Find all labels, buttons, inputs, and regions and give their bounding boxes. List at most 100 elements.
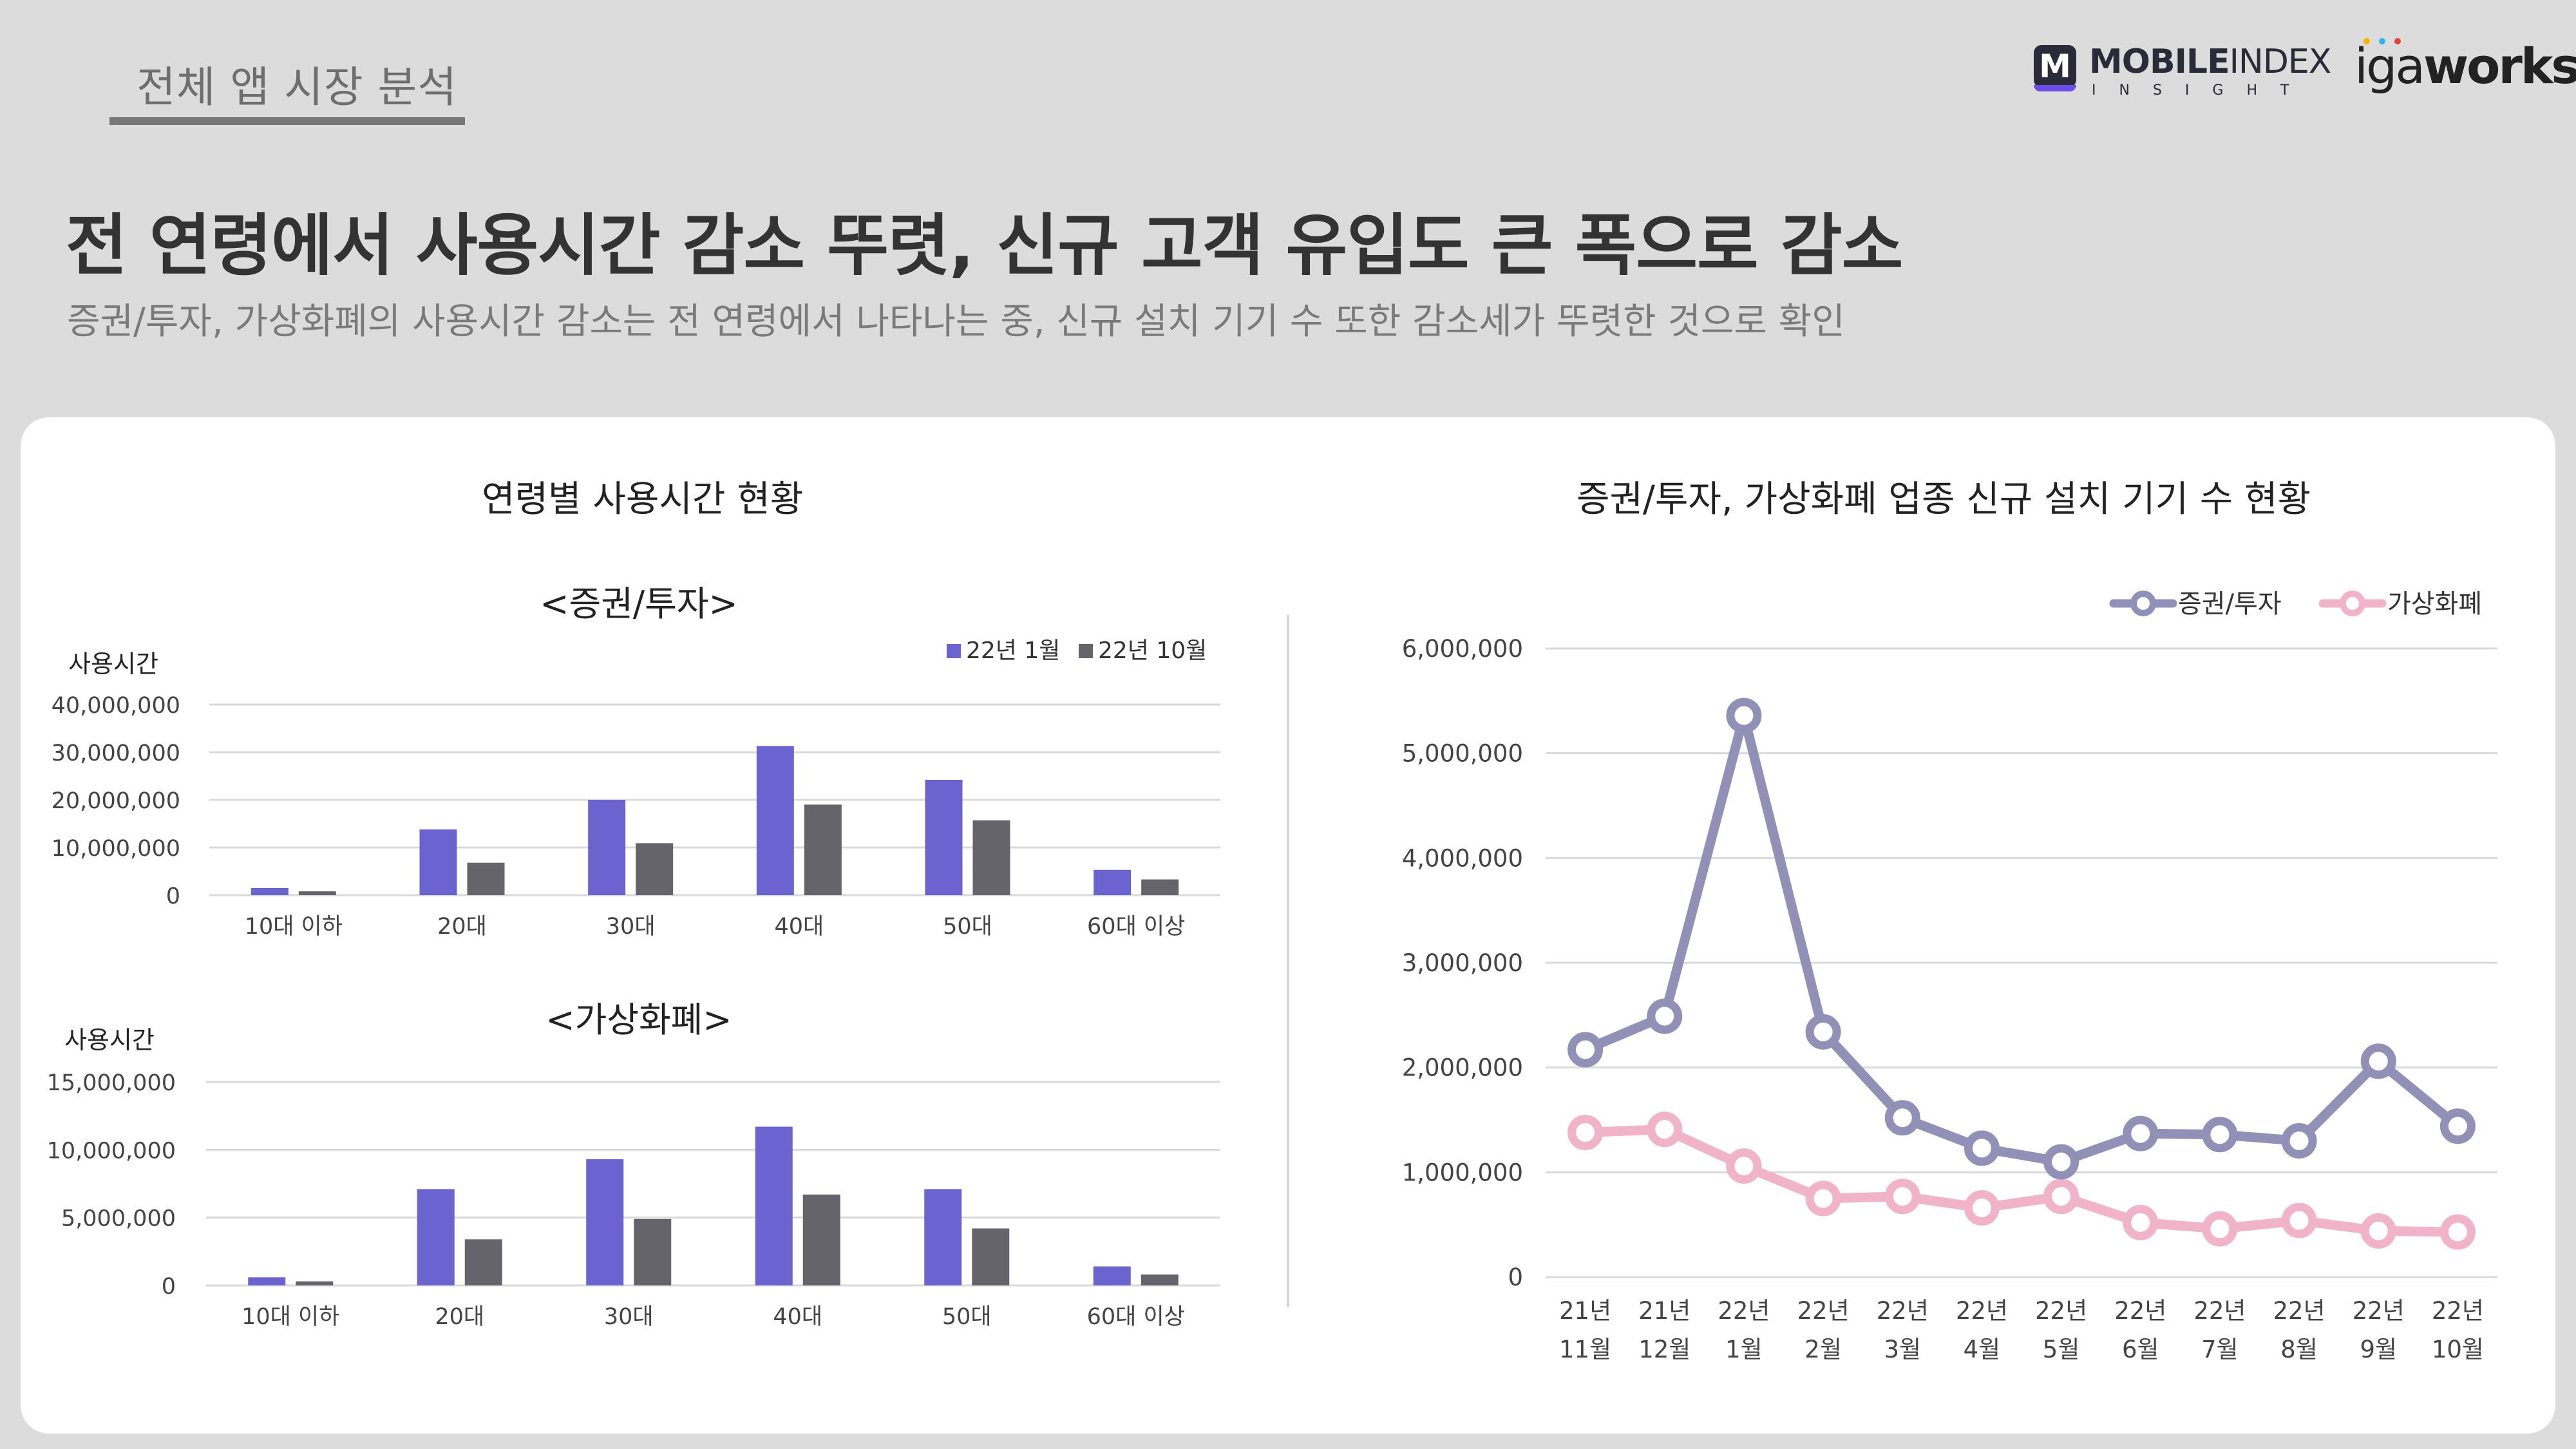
bar-chart-1-xtick-label: 30대	[606, 914, 656, 940]
line-chart-point	[1805, 1180, 1841, 1217]
line-chart-point	[2202, 1211, 2238, 1247]
line-chart-legend-label: 증권/투자	[2178, 589, 2282, 619]
line-chart-point	[1805, 1014, 1841, 1050]
line-chart-xtick-label-line2: 10월	[2432, 1336, 2484, 1363]
line-chart-xtick-label-line1: 22년	[1718, 1297, 1770, 1325]
line-chart-point	[2360, 1213, 2396, 1249]
line-chart-ytick-label: 3,000,000	[1402, 949, 1523, 977]
line-chart-series-line	[1583, 710, 2461, 1167]
line-chart-xtick-label-line1: 22년	[2273, 1297, 2325, 1325]
line-chart-legend-marker	[2340, 591, 2365, 616]
line-chart-xtick-label-line2: 6월	[2122, 1336, 2159, 1363]
bar-chart-1-legend-swatch	[947, 644, 961, 658]
bar-chart-1-xtick-label: 40대	[774, 914, 824, 940]
bar-chart-1-legend-swatch	[1079, 644, 1093, 658]
bar-chart-1-bar	[298, 891, 336, 895]
line-chart-point	[1964, 1190, 2000, 1226]
bar-chart-2-bar	[924, 1189, 962, 1285]
bar-chart-2-ytick-label: 15,000,000	[47, 1070, 176, 1096]
bar-chart-2-bar	[417, 1189, 455, 1285]
bar-chart-2-bar	[802, 1194, 840, 1285]
left-panel-title: 연령별 사용시간 현황	[482, 478, 804, 520]
bar-chart-2-bar	[586, 1159, 624, 1285]
page-subtitle: 증권/투자, 가상화폐의 사용시간 감소는 전 연령에서 나타나는 중, 신규 …	[67, 301, 1845, 343]
line-chart-ytick-label: 2,000,000	[1402, 1054, 1523, 1082]
line-chart-xtick-label-line1: 22년	[2114, 1297, 2166, 1325]
line-chart-xtick-label-line2: 8월	[2280, 1336, 2318, 1363]
line-chart-xtick-label-line2: 7월	[2201, 1336, 2239, 1363]
bar-chart-2-ytick-label: 5,000,000	[61, 1206, 176, 1232]
bar-chart-1-bar	[1141, 879, 1179, 895]
bar-chart-1-bar	[467, 862, 505, 895]
bar-chart-2-bar	[464, 1239, 502, 1285]
bar-chart-1-bar	[972, 820, 1010, 895]
bar-chart-2-bar	[634, 1218, 672, 1285]
bar-chart-2-xtick-label: 30대	[604, 1304, 654, 1330]
line-chart-xtick-label-line2: 3월	[1884, 1336, 1921, 1363]
bar-chart-2-ylabel: 사용시간	[64, 1026, 155, 1054]
line-chart-legend-label: 가상화폐	[2387, 589, 2482, 619]
line-chart-point	[1567, 1115, 1604, 1151]
line-chart-xtick-label-line1: 21년	[1638, 1297, 1690, 1325]
line-chart-xtick-label-line1: 22년	[2353, 1297, 2405, 1325]
line-chart-point	[1726, 1148, 1762, 1184]
bar-chart-1-xtick-label: 60대 이상	[1087, 914, 1185, 940]
line-chart-xtick-label-line2: 1월	[1725, 1336, 1763, 1363]
bar-chart-2-xtick-label: 50대	[942, 1304, 992, 1330]
line-chart-point	[2439, 1108, 2476, 1144]
bar-chart-1-bar	[636, 843, 674, 895]
line-chart-point	[2360, 1043, 2396, 1079]
bar-chart-2-xtick-label: 60대 이상	[1087, 1304, 1185, 1330]
line-chart-xtick-label-line1: 22년	[2193, 1297, 2246, 1325]
bar-chart-1-title: <증권/투자>	[540, 583, 737, 624]
bar-chart-2-ytick-label: 0	[162, 1274, 176, 1300]
bar-chart-2-bar	[755, 1126, 793, 1285]
section-tag: 전체 앱 시장 분석	[137, 62, 457, 112]
line-chart-point	[1964, 1130, 2000, 1166]
bar-chart-2-ytick-label: 10,000,000	[47, 1138, 176, 1164]
bar-chart-1-ytick-label: 10,000,000	[52, 836, 180, 862]
bar-chart-2-bar	[1141, 1274, 1179, 1285]
line-chart-xtick-label-line1: 21년	[1559, 1297, 1611, 1325]
line-chart-xtick-label-line2: 4월	[1964, 1336, 2001, 1363]
right-panel-title: 증권/투자, 가상화폐 업종 신규 설치 기기 수 현황	[1577, 478, 2311, 520]
section-underline	[109, 117, 465, 125]
line-chart-ytick-label: 4,000,000	[1402, 844, 1523, 872]
bar-chart-1-xtick-label: 50대	[943, 914, 992, 940]
line-chart-ytick-label: 1,000,000	[1402, 1159, 1523, 1186]
bar-chart-1-bar	[588, 800, 626, 895]
line-chart-point	[1726, 697, 1762, 734]
line-chart-legend-marker	[2130, 591, 2156, 616]
line-chart-xtick-label-line1: 22년	[2035, 1297, 2087, 1325]
bar-chart-2-xtick-label: 20대	[435, 1304, 484, 1330]
line-chart-xtick-label-line1: 22년	[2432, 1297, 2484, 1325]
igaworks-dots-icon	[2363, 35, 2415, 44]
line-chart-point	[2281, 1123, 2317, 1159]
line-chart-point	[2043, 1144, 2079, 1180]
line-chart-point	[2439, 1214, 2476, 1250]
bar-chart-1-bar	[756, 746, 794, 895]
bar-chart-2-xtick-label: 40대	[773, 1304, 822, 1330]
panel-divider	[1287, 615, 1289, 1307]
line-chart-point	[1884, 1100, 1920, 1136]
line-chart-ytick-label: 6,000,000	[1402, 635, 1523, 663]
igaworks-wordmark: igaworks	[2354, 37, 2576, 95]
bar-chart-1-bar	[1094, 869, 1132, 895]
bar-chart-1-ylabel: 사용시간	[68, 650, 158, 678]
bar-chart-2-xtick-label: 10대 이하	[242, 1304, 339, 1330]
bar-chart-2-title: <가상화폐>	[545, 999, 732, 1040]
bar-chart-1-legend-label: 22년 1월	[966, 638, 1060, 664]
line-chart-series-line	[1585, 1124, 2458, 1237]
line-chart-xtick-label-line1: 22년	[1877, 1297, 1929, 1325]
line-chart-xtick-label-line2: 5월	[2043, 1336, 2080, 1363]
line-chart-point	[2123, 1115, 2159, 1151]
mobileindex-sub: INSIGHT	[2092, 82, 2313, 99]
line-chart-point	[2202, 1117, 2238, 1153]
mobileindex-logo: M MOBILEINDEX INSIGHT	[2034, 43, 2343, 100]
line-chart-xtick-label-line2: 9월	[2360, 1336, 2397, 1363]
bar-chart-1-xtick-label: 10대 이하	[245, 914, 343, 940]
line-chart-xtick-label-line1: 22년	[1797, 1297, 1850, 1325]
page-title: 전 연령에서 사용시간 감소 뚜렷, 신규 고객 유입도 큰 폭으로 감소	[66, 206, 1903, 285]
bar-chart-1-ytick-label: 30,000,000	[52, 741, 180, 766]
